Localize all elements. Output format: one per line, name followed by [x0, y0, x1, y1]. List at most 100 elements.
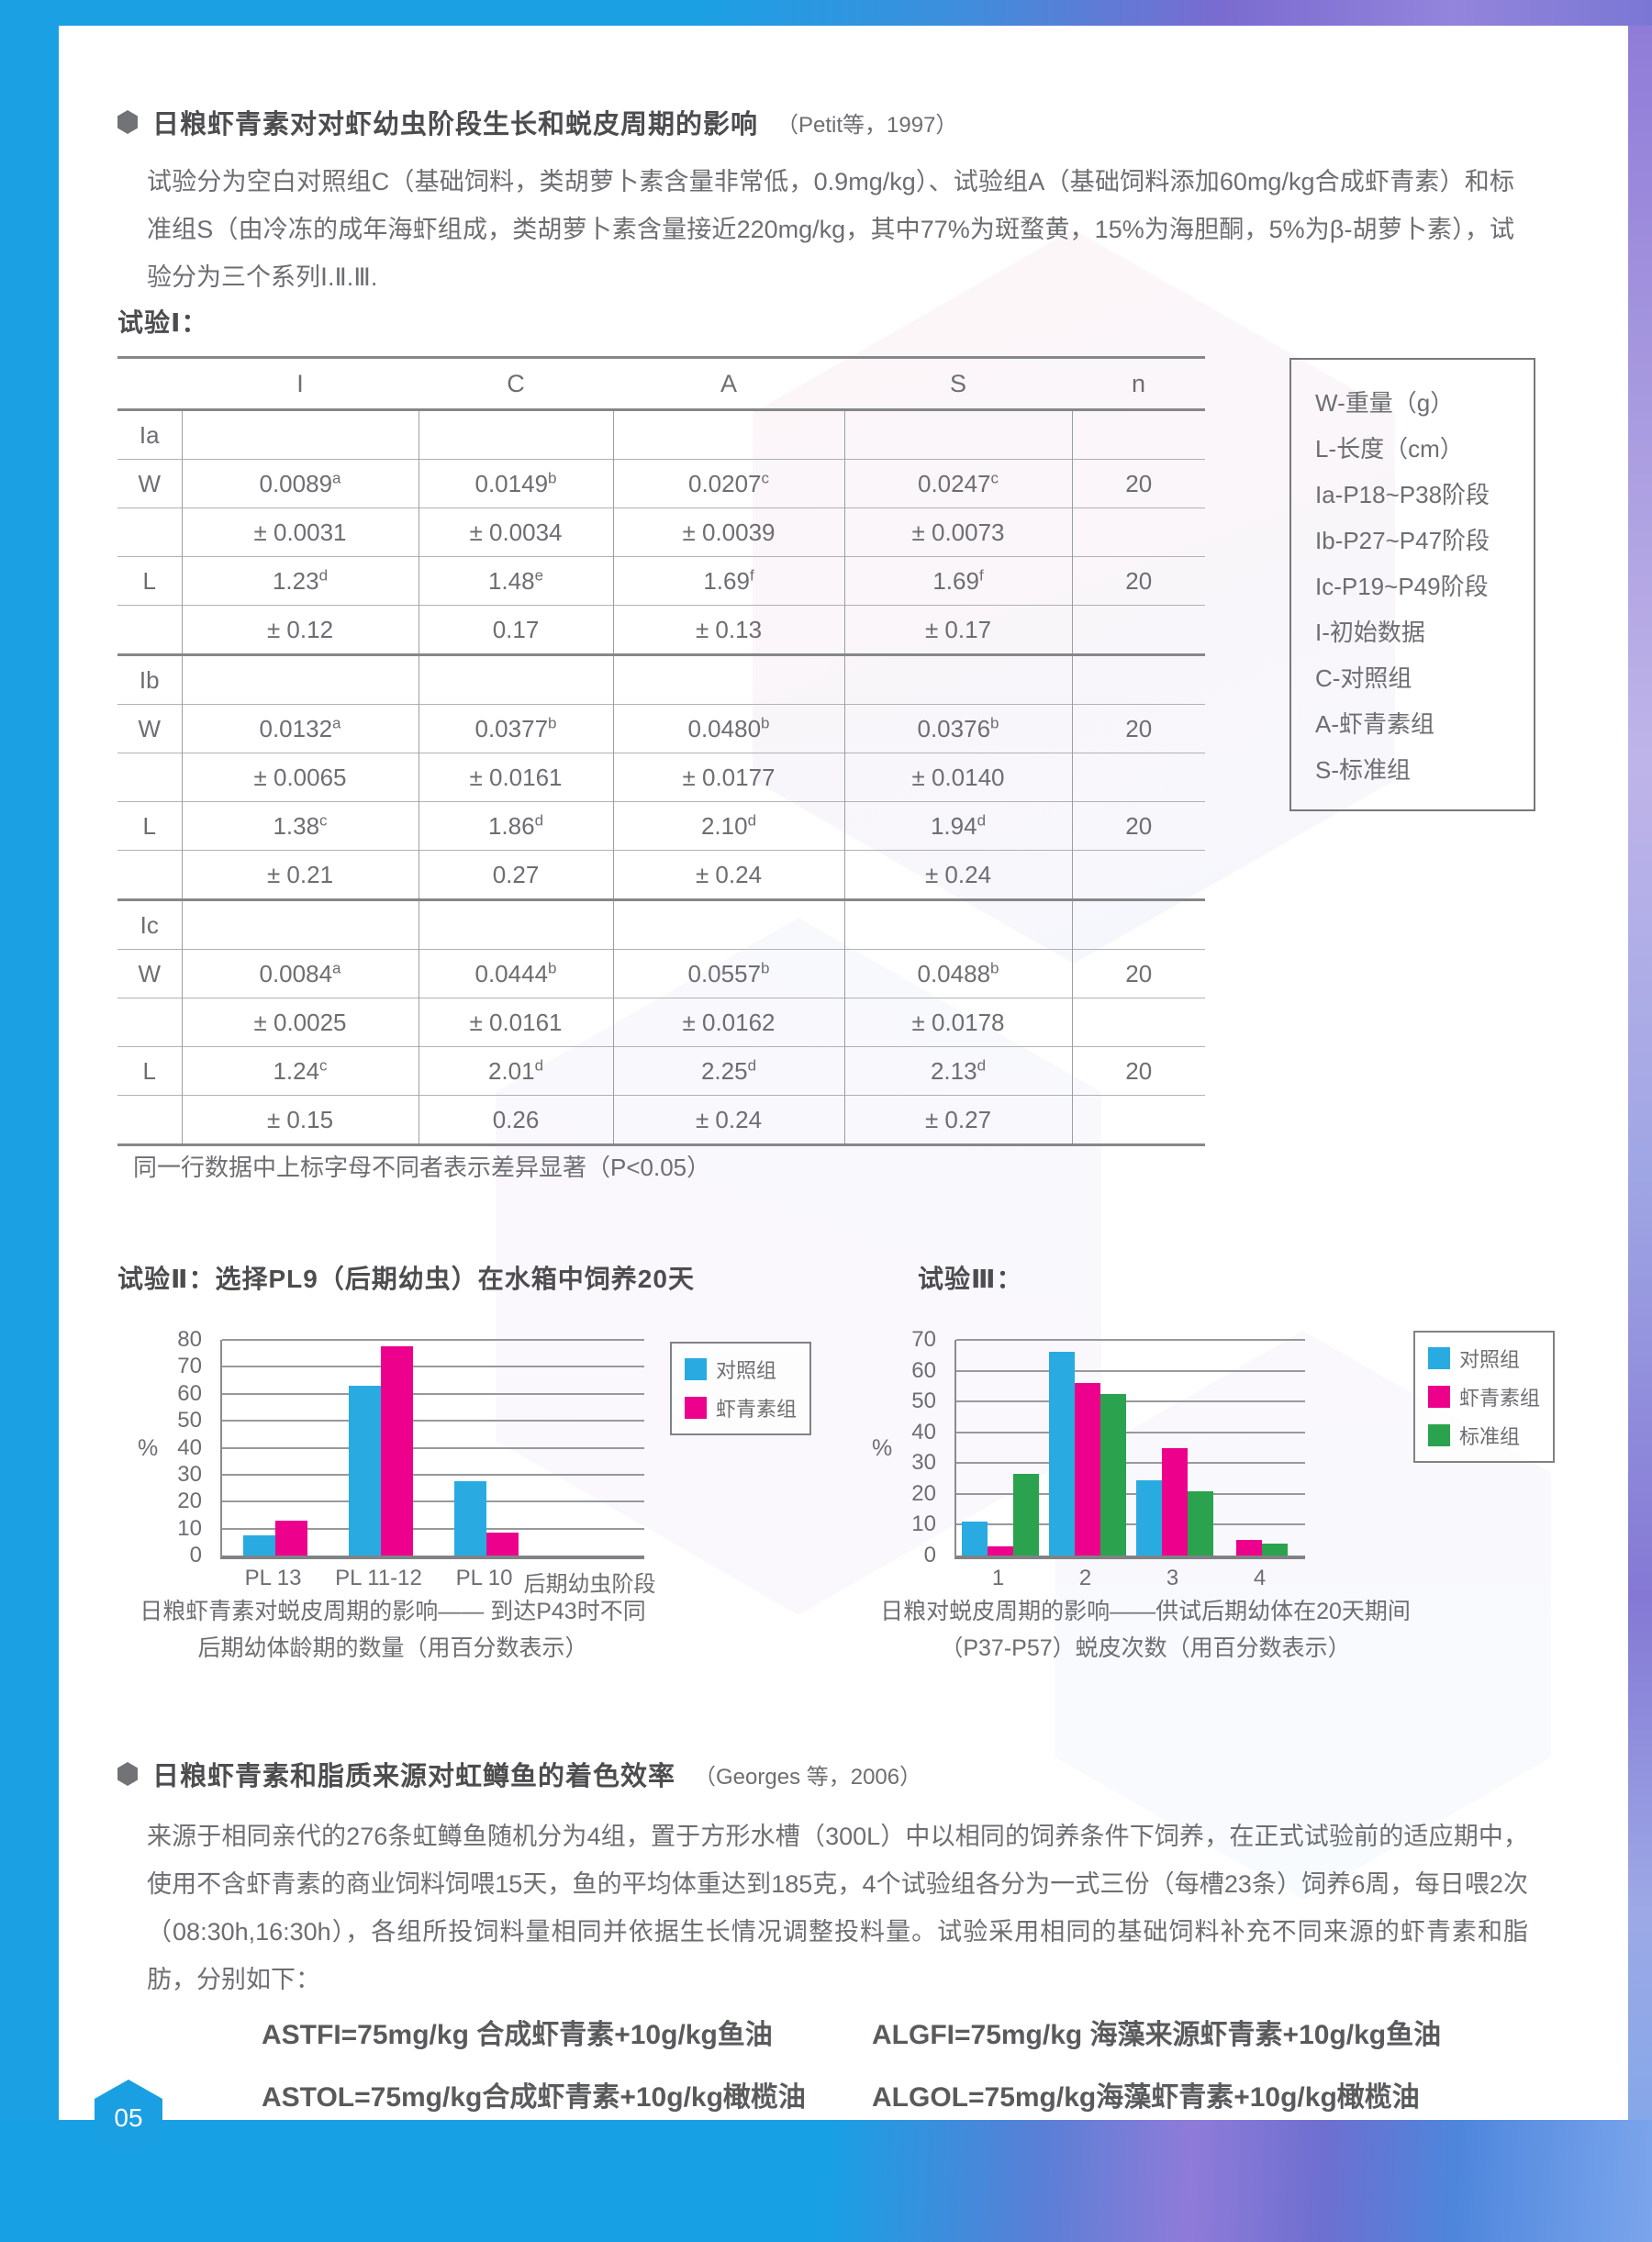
row-label [117, 508, 182, 557]
bar [274, 1520, 307, 1556]
experiment3-heading: 试验Ⅲ： [918, 1265, 1023, 1293]
table-cell [181, 898, 419, 950]
table-cell [181, 653, 419, 705]
table-header-cell: n [1072, 356, 1205, 411]
table-cell: 2.13d [843, 1046, 1072, 1096]
table-cell: ± 0.0162 [612, 998, 844, 1047]
table-cell: 1.48e [418, 556, 613, 606]
y-tick-label: 30 [177, 1461, 202, 1487]
section1-title: 日粮虾青素对对虾幼虫阶段生长和蜕皮周期的影响 （Petit等，1997） [117, 103, 957, 141]
y-tick-label: 10 [911, 1511, 936, 1537]
y-tick-label: 60 [177, 1380, 202, 1406]
table-row: Ib [117, 653, 1205, 705]
table-cell: 20 [1071, 949, 1205, 998]
table-cell [612, 653, 844, 705]
table-cell: 1.86d [418, 801, 613, 851]
table-cell: ± 0.0178 [843, 998, 1072, 1047]
legend-item: 对照组 [1428, 1344, 1540, 1373]
table-cell: 1.94d [843, 801, 1072, 851]
y-tick-label: 40 [911, 1419, 936, 1444]
table-cell: 20 [1071, 704, 1205, 753]
legend-item: 对照组 [685, 1355, 797, 1384]
legend-label: 虾青素组 [716, 1398, 798, 1421]
table-row: W 0.0132a 0.0377b 0.0480b 0.0376b 20 [117, 704, 1205, 753]
legend-label: 标准组 [1459, 1425, 1521, 1448]
y-axis-ticks: 0 10 20 30 40 50 60 70 80 [167, 1327, 209, 1567]
bar [1048, 1352, 1075, 1556]
formula-line: ASTFI=75mg/kg 合成虾青素+10g/kg鱼油 [262, 2020, 773, 2050]
page-number-badge: 05 [95, 2080, 162, 2157]
table-cell: 2.25d [612, 1046, 844, 1096]
table-row: ± 0.21 0.27 ± 0.24 ± 0.24 [117, 850, 1205, 900]
table-cell: ± 0.0065 [181, 753, 419, 802]
plot-area [220, 1339, 644, 1559]
table-cell: ± 0.17 [843, 605, 1072, 655]
x-tick-label: 3 [1166, 1566, 1179, 1590]
y-tick-label: 50 [911, 1389, 936, 1414]
key-line: W-重量（g） [1315, 389, 1455, 417]
table-cell: ± 0.24 [612, 850, 844, 900]
table-header-cell: C [419, 356, 613, 411]
row-label: W [117, 704, 182, 753]
gridline [956, 1369, 1305, 1372]
section1-title-text: 日粮虾青素对对虾幼虫阶段生长和蜕皮周期的影响 [152, 110, 759, 139]
x-tick-label: PL 10 [455, 1566, 513, 1590]
table-row: ± 0.15 0.26 ± 0.24 ± 0.27 [117, 1095, 1205, 1146]
table-row: L 1.23d 1.48e 1.69f 1.69f 20 [117, 556, 1205, 606]
table-cell: 0.0557b [612, 949, 844, 998]
chart-caption: 日粮虾青素对蜕皮周期的影响—— 到达P43时不同 后期幼体龄期的数量（用百分数表… [117, 1593, 668, 1667]
table-header-cell: A [613, 356, 844, 411]
table-header-cell [117, 356, 182, 411]
table-cell [1071, 508, 1205, 557]
plot-area [954, 1339, 1305, 1559]
row-label: L [117, 801, 182, 851]
table-cell [612, 898, 844, 950]
table-cell: 0.0207c [612, 459, 844, 508]
gridline [956, 1400, 1305, 1403]
table-cell: ± 0.27 [843, 1095, 1072, 1146]
row-label [117, 1095, 182, 1146]
row-label [117, 998, 182, 1047]
page-frame-bottom [0, 2120, 1652, 2242]
table-cell: 2.01d [418, 1046, 613, 1096]
table-cell: 0.0480b [612, 704, 844, 753]
bar-group [1235, 1340, 1288, 1556]
table-cell [181, 408, 419, 460]
table-cell [843, 653, 1072, 705]
table-key-box: W-重量（g） L-长度（cm） Ia-P18~P38阶段 Ib-P27~P47阶段 I… [1289, 358, 1535, 811]
gridline [222, 1527, 644, 1530]
chart-caption-line2: 后期幼体龄期的数量（用百分数表示） [197, 1635, 588, 1661]
x-tick-label: PL 13 [244, 1566, 302, 1590]
bar-group [1048, 1340, 1126, 1556]
bar [348, 1385, 381, 1556]
row-label [117, 753, 182, 802]
y-axis-title: % [872, 1435, 893, 1461]
table-cell: 1.38c [181, 801, 419, 851]
table-cell: 2.10d [612, 801, 844, 851]
table-row: ± 0.12 0.17 ± 0.13 ± 0.17 [117, 605, 1205, 655]
gridline [222, 1446, 644, 1449]
y-tick-label: 20 [177, 1489, 202, 1514]
table-cell: 1.23d [181, 556, 419, 606]
gridline [956, 1339, 1305, 1341]
table-cell: 20 [1071, 1046, 1205, 1096]
chart-caption: 日粮对蜕皮周期的影响——供试后期幼体在20天期间 （P37-P57）蜕皮次数（用… [870, 1593, 1421, 1667]
page-frame-right [1628, 26, 1652, 2120]
table-row: Ia [117, 408, 1205, 460]
table-cell [1071, 850, 1205, 900]
bar [961, 1522, 988, 1556]
bar [1135, 1479, 1162, 1556]
bar [242, 1534, 275, 1556]
page-frame-top [0, 0, 1652, 26]
bar [453, 1481, 486, 1556]
table-cell [612, 408, 844, 460]
y-axis-title: % [138, 1435, 159, 1461]
table-row: ± 0.0025 ± 0.0161 ± 0.0162 ± 0.0178 [117, 998, 1205, 1047]
chart-caption-line1: 日粮对蜕皮周期的影响——供试后期幼体在20天期间 [880, 1599, 1411, 1624]
section2-title-text: 日粮虾青素和脂质来源对虹鳟鱼的着色效率 [152, 1762, 676, 1791]
table-row: Ic [117, 898, 1205, 950]
table-cell [843, 898, 1072, 950]
page-frame-left [0, 26, 59, 2120]
table-cell [418, 653, 613, 705]
